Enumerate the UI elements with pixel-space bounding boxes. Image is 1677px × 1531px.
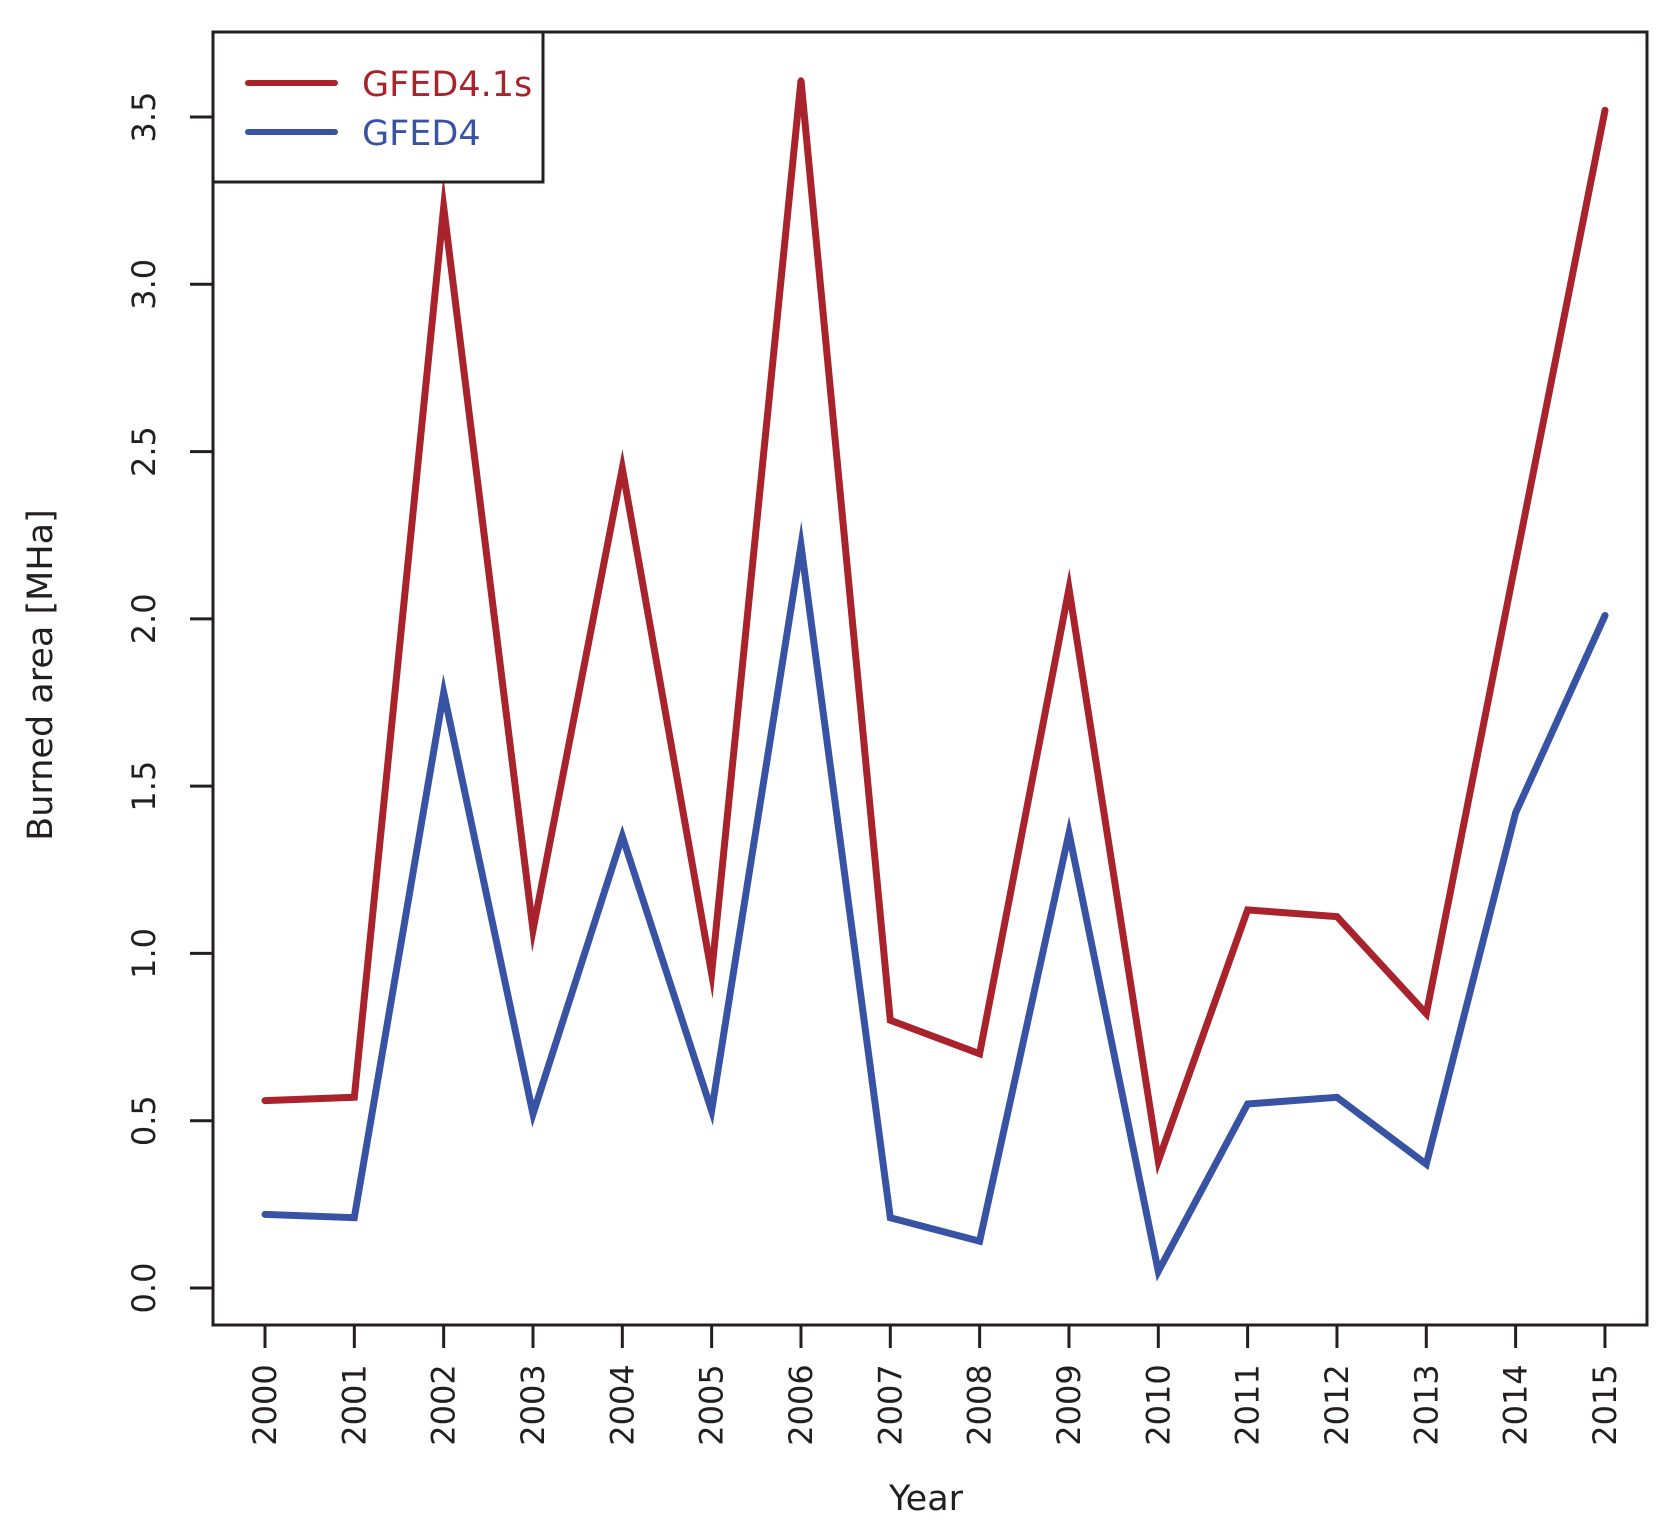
data-point-gfed4 <box>887 1214 894 1221</box>
y-tick-label: 0.5 <box>125 1095 163 1146</box>
series-layer <box>261 77 1609 1282</box>
y-tick-label: 3.5 <box>125 92 163 143</box>
data-point-gfed4 <box>619 833 626 840</box>
data-point-gfed41s <box>708 970 715 977</box>
x-tick-label: 2004 <box>603 1364 641 1445</box>
data-point-gfed41s <box>529 927 536 934</box>
y-axis: 0.0 0.5 1.0 1.5 2.0 2.5 3.0 3.5 <box>125 92 215 1314</box>
y-axis-title: Burned area [MHa] <box>21 509 61 840</box>
x-tick-label: 2013 <box>1407 1364 1445 1445</box>
data-point-gfed4 <box>1601 612 1608 619</box>
data-point-gfed4 <box>440 689 447 696</box>
data-point-gfed41s <box>887 1017 894 1024</box>
y-tick-label: 1.5 <box>125 761 163 812</box>
data-point-gfed4 <box>1512 809 1519 816</box>
x-tick-label: 2009 <box>1050 1364 1088 1445</box>
data-point-gfed41s <box>1512 558 1519 565</box>
x-tick-label: 2015 <box>1586 1364 1624 1445</box>
data-point-gfed4 <box>351 1214 358 1221</box>
data-point-gfed4 <box>262 1211 268 1218</box>
data-point-gfed41s <box>1601 107 1608 114</box>
data-point-gfed41s <box>1333 913 1340 920</box>
x-tick-label: 2011 <box>1229 1364 1267 1445</box>
data-point-gfed41s <box>1423 1010 1430 1017</box>
x-tick-label: 2006 <box>782 1364 820 1445</box>
y-tick-label: 0.0 <box>125 1263 163 1314</box>
data-point-gfed4 <box>1244 1100 1251 1107</box>
x-tick-label: 2003 <box>514 1364 552 1445</box>
data-point-gfed4 <box>1155 1268 1162 1275</box>
data-point-gfed41s <box>976 1050 983 1057</box>
data-point-gfed41s <box>440 204 447 211</box>
data-point-gfed4 <box>797 542 804 549</box>
x-tick-label: 2014 <box>1497 1364 1535 1445</box>
data-point-gfed4 <box>1333 1094 1340 1101</box>
legend-label-gfed4: GFED4 <box>362 114 481 154</box>
x-tick-label: 2008 <box>961 1364 999 1445</box>
data-point-gfed41s <box>351 1094 358 1101</box>
x-tick-label: 2007 <box>871 1364 909 1445</box>
data-point-gfed4 <box>1423 1161 1430 1168</box>
data-point-gfed4 <box>708 1107 715 1114</box>
x-tick-label: 2005 <box>693 1364 731 1445</box>
data-point-gfed41s <box>1244 906 1251 913</box>
y-tick-label: 2.0 <box>125 593 163 644</box>
data-point-gfed4 <box>529 1111 536 1118</box>
series-line-gfed41s <box>261 79 1609 1176</box>
data-point-gfed4 <box>1065 829 1072 836</box>
data-point-gfed4 <box>976 1238 983 1245</box>
data-point-gfed41s <box>262 1097 268 1104</box>
data-point-gfed41s <box>1155 1157 1162 1164</box>
x-axis-title: Year <box>888 1479 964 1519</box>
legend-box <box>211 30 545 184</box>
data-point-gfed41s <box>1065 585 1072 592</box>
series-line-gfed4 <box>261 520 1609 1282</box>
x-tick-label: 2000 <box>246 1364 284 1445</box>
x-tick-label: 2001 <box>335 1364 373 1445</box>
y-tick-label: 2.5 <box>125 426 163 477</box>
x-tick-label: 2010 <box>1139 1364 1177 1445</box>
x-tick-label: 2002 <box>425 1364 463 1445</box>
y-tick-label: 3.0 <box>125 259 163 310</box>
legend: GFED4.1s GFED4 <box>211 30 545 184</box>
data-point-gfed41s <box>619 465 626 472</box>
x-tick-label: 2012 <box>1318 1364 1356 1445</box>
data-point-gfed41s <box>797 77 804 84</box>
x-axis: 2000 2001 2002 2003 2004 2005 2006 2007 2008 2009… <box>246 1323 1624 1446</box>
y-tick-label: 1.0 <box>125 928 163 979</box>
legend-label-gfed41s: GFED4.1s <box>362 65 532 105</box>
